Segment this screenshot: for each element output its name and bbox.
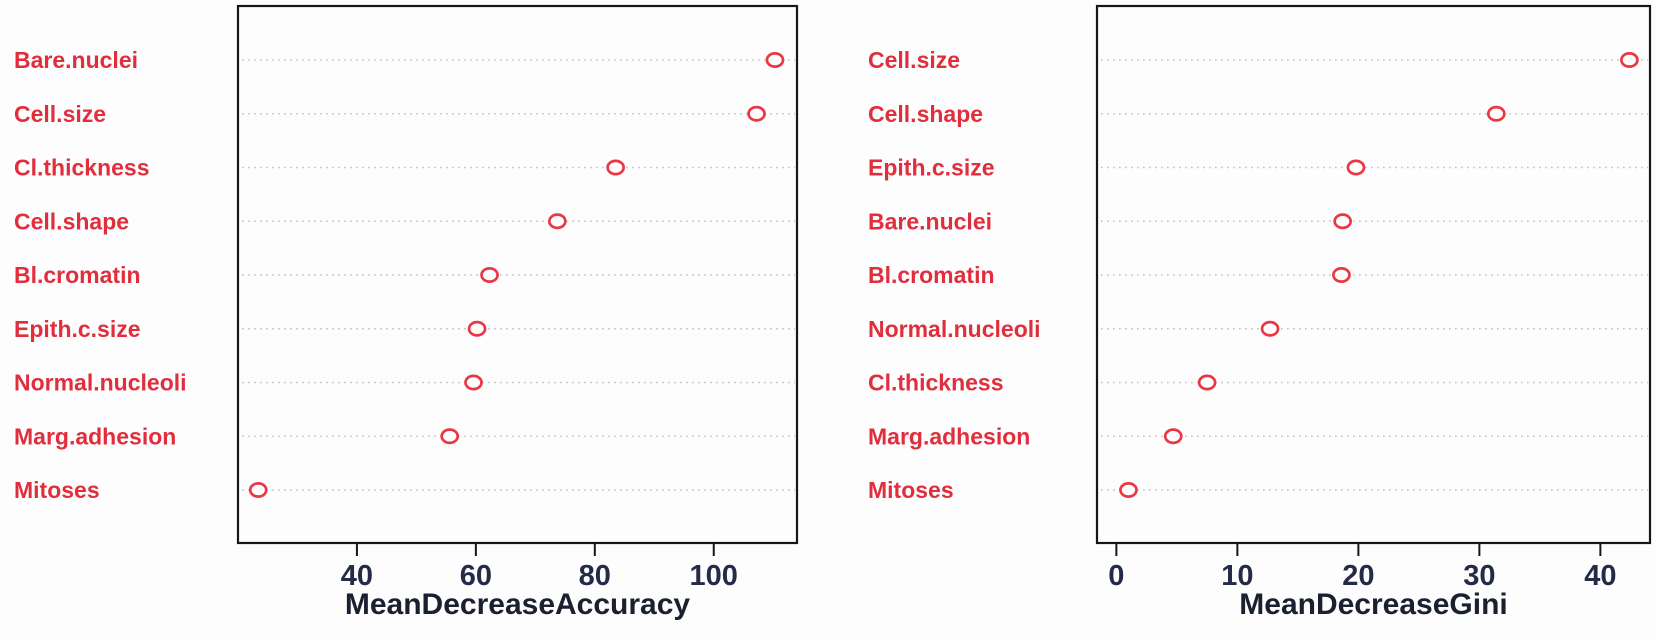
accuracy-axis-title: MeanDecreaseAccuracy [345, 588, 691, 621]
category-label: Bare.nuclei [14, 47, 138, 73]
category-label: Cell.shape [868, 101, 983, 127]
x-tick-label: 30 [1463, 560, 1495, 592]
data-point-circle [1486, 105, 1506, 122]
data-point-circle [606, 159, 625, 176]
category-label: Cl.thickness [14, 155, 150, 181]
x-tick-label: 80 [579, 560, 611, 592]
data-point-circle [547, 213, 567, 230]
data-point-circle [248, 482, 268, 498]
category-label: Cl.thickness [868, 370, 1004, 396]
x-tick-label: 20 [1342, 560, 1374, 592]
x-tick-label: 40 [341, 560, 373, 592]
category-label: Cell.shape [14, 208, 129, 234]
category-label: Epith.c.size [14, 316, 141, 342]
category-label: Epith.c.size [868, 155, 995, 181]
data-point-circle [1119, 482, 1138, 498]
data-point-circle [440, 428, 460, 445]
data-point-circle [1260, 320, 1280, 337]
plot-box [1095, 4, 1652, 545]
x-tick-label: 0 [1108, 560, 1124, 592]
category-label: Bl.cromatin [868, 262, 995, 288]
x-tick-label: 100 [690, 560, 738, 592]
data-point-circle [1163, 428, 1183, 445]
plot-box [236, 4, 799, 545]
data-point-circle [765, 52, 785, 68]
category-label: Bl.cromatin [14, 262, 141, 288]
gini-axis-title: MeanDecreaseGini [1239, 588, 1507, 621]
category-label: Marg.adhesion [14, 423, 176, 449]
mean-decrease-accuracy-panel: Bare.nuclei Cell.size Cl.thickness Cell.sha… [14, 4, 799, 592]
data-point-circle [480, 267, 499, 283]
data-point-circle [1346, 159, 1366, 176]
data-point-circle [747, 105, 766, 122]
category-label: Cell.size [868, 47, 960, 73]
category-label: Marg.adhesion [868, 423, 1030, 449]
data-point-circle [1197, 374, 1217, 391]
x-tick-label: 40 [1584, 560, 1616, 592]
mean-decrease-gini-panel: Cell.size Cell.shape Epith.c.size Bare.nucl… [868, 4, 1652, 592]
x-tick-label: 10 [1221, 560, 1253, 592]
category-label: Normal.nucleoli [868, 316, 1041, 342]
data-point-circle [1620, 52, 1639, 68]
category-label: Normal.nucleoli [14, 370, 187, 396]
data-point-circle [1332, 267, 1351, 283]
data-point-circle [464, 374, 483, 391]
data-point-circle [467, 320, 487, 337]
category-label: Bare.nuclei [868, 208, 992, 234]
category-label: Cell.size [14, 101, 106, 127]
category-label: Mitoses [868, 477, 954, 503]
data-point-circle [1333, 213, 1352, 230]
category-label: Mitoses [14, 477, 100, 503]
x-tick-label: 60 [460, 560, 492, 592]
